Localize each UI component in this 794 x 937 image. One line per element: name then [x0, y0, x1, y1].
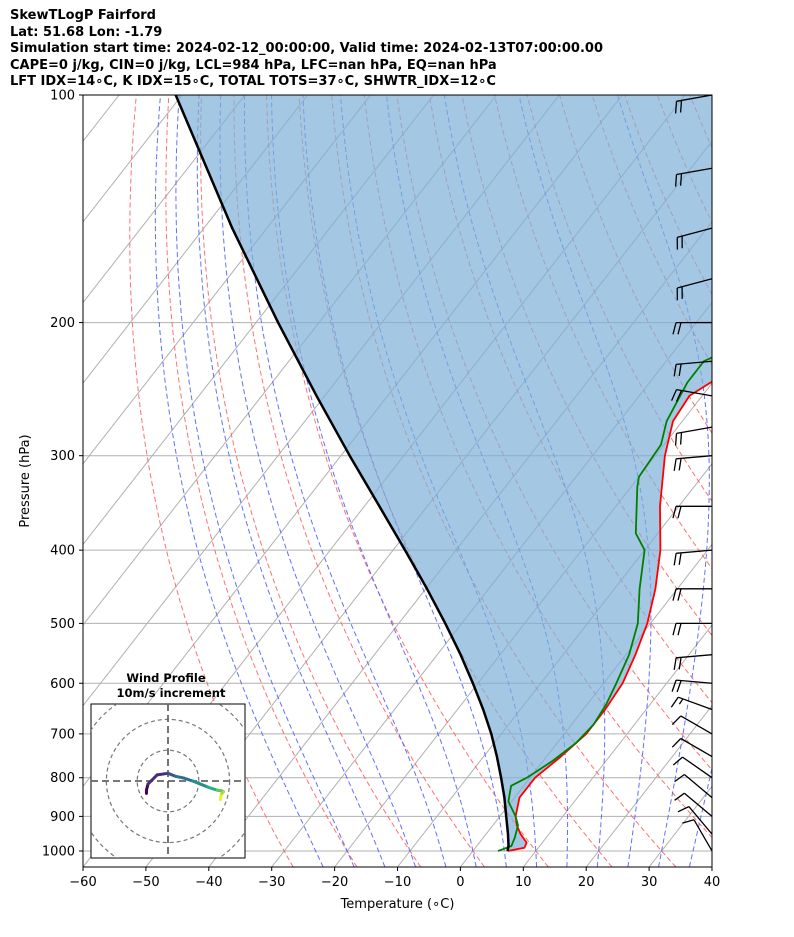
x-tick-label: −50 [132, 875, 159, 890]
wind-barb [671, 715, 713, 735]
isotherm-line [83, 95, 246, 304]
hodograph-plot [91, 704, 245, 858]
x-tick-label: 30 [641, 875, 658, 890]
hodograph-trace-segment [146, 773, 159, 786]
time-line: Simulation start time: 2024-02-12_00:00:… [10, 41, 603, 56]
x-tick-label: −40 [195, 875, 222, 890]
location-line: Lat: 51.68 Lon: -1.79 [10, 24, 163, 40]
x-tick-label: −10 [384, 875, 411, 890]
moist-adiabat-line [154, 95, 324, 867]
moist-adiabat-line [243, 95, 447, 867]
convective-params-line: CAPE=0 j/kg, CIN=0 j/kg, LCL=984 hPa, LF… [10, 57, 497, 73]
dry-adiabat-line [200, 95, 422, 867]
wind-barb [670, 696, 713, 711]
wind-barb [672, 321, 713, 335]
x-tick-label: 10 [515, 875, 532, 890]
y-tick-label: 700 [50, 727, 75, 742]
y-axis-label: Pressure (hPa) [18, 434, 33, 527]
isotherm-line [775, 95, 794, 867]
hodograph-subtitle: 10m/s increment [117, 686, 226, 700]
x-tick-label: −30 [258, 875, 285, 890]
wind-barb [673, 549, 713, 566]
x-tick-label: 20 [578, 875, 595, 890]
hodograph-trace-segment [181, 776, 195, 783]
wind-barb [674, 94, 713, 114]
y-tick-label: 600 [50, 677, 75, 692]
chart-header: SkewTLogP Fairford Lat: 51.68 Lon: -1.79… [10, 8, 603, 91]
y-tick-label: 800 [50, 771, 75, 786]
wind-barb [672, 756, 713, 779]
parcel-profile-line [174, 95, 510, 852]
wind-barb [673, 455, 713, 471]
dry-adiabat-line [722, 95, 794, 867]
isotherm-line [83, 95, 309, 384]
moist-adiabat-line [175, 95, 355, 867]
moist-adiabat-line [271, 95, 477, 867]
wind-barb [676, 278, 713, 301]
y-tick-label: 100 [50, 89, 75, 104]
x-axis-label: Temperature (∘C) [340, 897, 455, 912]
wind-barb [672, 588, 713, 601]
wind-barb [674, 167, 713, 187]
dewpoint-profile-line [497, 356, 712, 852]
moist-adiabat-line [302, 95, 507, 867]
hodograph-trace-segment [155, 771, 170, 777]
y-tick-label: 400 [50, 544, 75, 559]
hodograph-trace-segment [206, 785, 219, 792]
moist-adiabat-line [720, 95, 794, 867]
hodograph-title: Wind Profile [126, 671, 206, 685]
dry-adiabat-line [233, 95, 485, 867]
moist-adiabat-line [617, 95, 710, 867]
moist-adiabat-line [219, 95, 416, 867]
wind-barb [673, 360, 713, 377]
wind-barb [673, 654, 713, 670]
hodograph-ring [136, 749, 200, 813]
wind-barb [674, 792, 713, 817]
wind-barb [671, 388, 713, 402]
wind-barb [674, 426, 713, 446]
wind-barb [672, 505, 713, 519]
wind-barb [671, 679, 713, 693]
wind-barb [676, 227, 713, 250]
x-tick-label: −60 [69, 875, 96, 890]
station-title: SkewTLogP Fairford [10, 8, 156, 23]
hodograph-trace-segment [218, 794, 223, 801]
x-tick-label: −20 [321, 875, 348, 890]
dry-adiabat-line [129, 95, 294, 867]
x-tick-label: 40 [704, 875, 721, 890]
x-tick-label: 0 [456, 875, 464, 890]
wind-barb [674, 773, 713, 799]
isotherm-line [711, 866, 712, 867]
y-tick-label: 900 [50, 810, 75, 825]
y-tick-label: 500 [50, 617, 75, 632]
wind-barb [671, 737, 713, 758]
y-tick-label: 200 [50, 316, 75, 331]
moist-adiabat-line [196, 95, 386, 867]
isotherm-line [522, 624, 712, 867]
wind-barb [682, 819, 713, 852]
dry-adiabat-line [755, 95, 794, 867]
dry-adiabat-line [788, 95, 794, 867]
y-tick-label: 300 [50, 449, 75, 464]
y-tick-label: 1000 [42, 844, 75, 859]
cape-cin-shading [175, 95, 712, 851]
wind-barb [672, 622, 713, 636]
stability-indices-line: LFT IDX=14∘C, K IDX=15∘C, TOTAL TOTS=37∘… [10, 74, 496, 89]
isotherm-line [585, 704, 712, 867]
wind-barb [677, 806, 713, 835]
